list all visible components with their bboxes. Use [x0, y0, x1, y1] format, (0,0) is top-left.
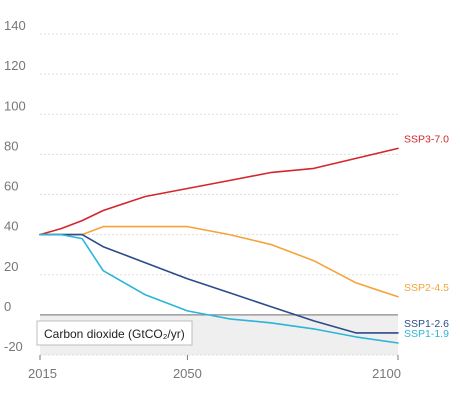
y-tick-label: 120 — [4, 58, 26, 73]
series-lines — [39, 147, 399, 344]
series-line-ssp1-2-6 — [39, 233, 399, 334]
x-tick-label: 2050 — [173, 366, 202, 381]
panel-label-box: Carbon dioxide (GtCO₂/yr) — [36, 320, 193, 346]
gridlines — [40, 33, 398, 356]
y-tick-label: 60 — [4, 179, 18, 194]
y-tick-label: 40 — [4, 219, 18, 234]
y-tick-label: 140 — [4, 18, 26, 33]
series-label: SSP2-4.5 — [404, 282, 449, 294]
x-tick-label: 2100 — [372, 366, 401, 381]
series-label: SSP1-1.9 — [404, 328, 449, 340]
x-axis-ticks: 2015 2050 2100 — [28, 355, 401, 381]
y-tick-label: 20 — [4, 259, 18, 274]
series-label: SSP3-7.0 — [404, 133, 449, 145]
y-axis-ticks: -20 0 20 40 60 80 100 120 140 — [4, 18, 26, 354]
y-tick-label: 100 — [4, 98, 26, 113]
series-line-ssp1-1-9 — [39, 233, 399, 344]
panel-label: Carbon dioxide (GtCO₂/yr) — [44, 327, 185, 341]
y-tick-label: 0 — [4, 299, 11, 314]
series-line-ssp2-4-5 — [39, 225, 399, 298]
y-tick-label: 80 — [4, 138, 18, 153]
x-tick-label: 2015 — [28, 366, 57, 381]
y-tick-label: -20 — [4, 339, 23, 354]
series-line-ssp3-7-0 — [39, 147, 399, 236]
series-label: SSP1-2.6 — [404, 318, 449, 330]
